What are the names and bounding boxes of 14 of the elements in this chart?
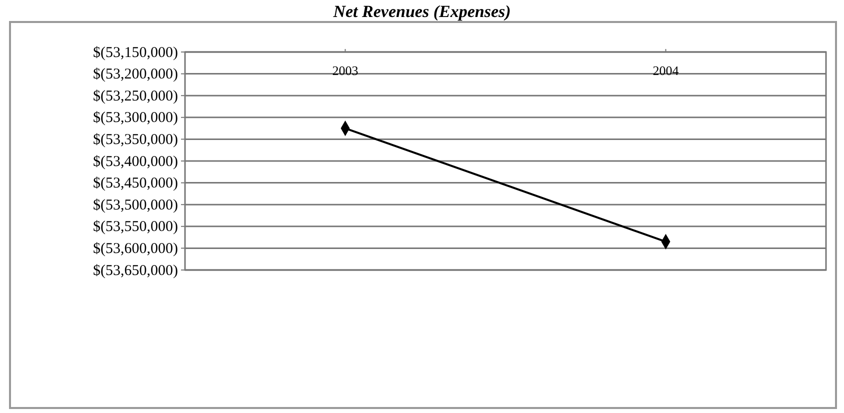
y-tick-label: $(53,450,000) [93, 176, 178, 192]
y-tick-label: $(53,350,000) [93, 132, 178, 148]
x-tick-label: 2003 [332, 62, 358, 78]
y-tick-label: $(53,200,000) [93, 66, 178, 83]
chart-title: Net Revenues (Expenses) [332, 2, 511, 21]
y-tick-label: $(53,300,000) [93, 110, 178, 126]
x-tick-label: 2004 [652, 62, 680, 78]
y-tick-label: $(53,250,000) [93, 88, 178, 104]
y-tick-label: $(53,550,000) [93, 219, 178, 236]
y-tick-label: $(53,400,000) [93, 154, 178, 170]
y-tick-label: $(53,150,000) [93, 44, 178, 61]
y-tick-label: $(53,600,000) [93, 241, 178, 257]
y-tick-label: $(53,650,000) [93, 262, 178, 279]
y-tick-label: $(53,500,000) [93, 197, 178, 214]
